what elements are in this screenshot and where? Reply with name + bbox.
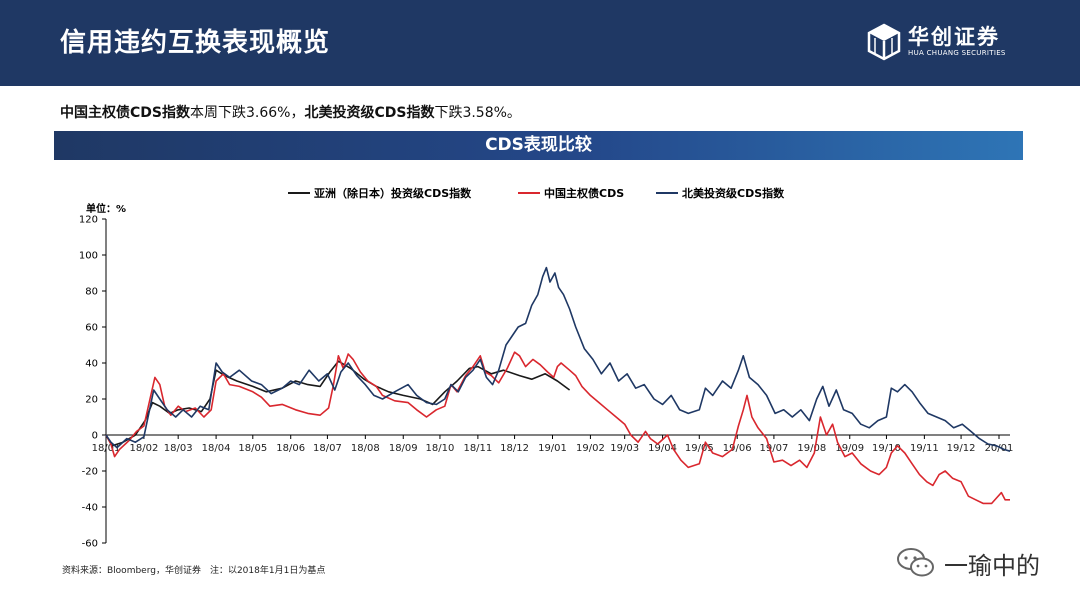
y-tick-label: 40: [85, 359, 98, 370]
x-tick-label: 19/08: [797, 443, 826, 454]
series-line-1: [105, 360, 571, 447]
series-line-3: [105, 266, 1011, 452]
wechat-icon: [897, 548, 934, 577]
legend-label-1: 亚洲（除日本）投资级CDS指数: [314, 186, 472, 200]
y-tick-label: 80: [85, 287, 98, 298]
watermark-text: 一瑜中的: [944, 552, 1040, 580]
x-tick-label: 18/07: [313, 443, 342, 454]
y-tick-label: 60: [85, 323, 98, 334]
y-tick-label: 120: [79, 215, 98, 226]
x-tick-label: 18/01: [92, 443, 121, 454]
brand-name-en: HUA CHUANG SECURITIES: [908, 49, 1006, 57]
x-tick-label: 18/12: [500, 443, 529, 454]
x-tick-label: 18/09: [389, 443, 418, 454]
x-tick-label: 19/05: [685, 443, 714, 454]
x-tick-label: 19/04: [648, 443, 677, 454]
x-tick-label: 19/02: [576, 443, 605, 454]
x-tick-label: 19/12: [947, 443, 976, 454]
x-tick-label: 18/10: [426, 443, 455, 454]
summary-line: 中国主权债CDS指数本周下跌3.66%，北美投资级CDS指数下跌3.58%。: [60, 102, 521, 122]
summary-na-text: 下跌3.58%。: [434, 105, 521, 121]
x-tick-label: 19/03: [610, 443, 639, 454]
y-tick-label: -60: [82, 539, 98, 550]
x-tick-label: 19/10: [872, 443, 901, 454]
x-tick-label: 19/11: [910, 443, 939, 454]
x-tick-label: 18/02: [130, 443, 159, 454]
x-tick-label: 18/04: [202, 443, 231, 454]
x-tick-label: 19/01: [538, 443, 567, 454]
x-tick-label: 18/08: [351, 443, 380, 454]
x-tick-label: 19/09: [835, 443, 864, 454]
y-tick-label: -20: [82, 467, 98, 478]
summary-na-label: 北美投资级CDS指数: [304, 105, 435, 121]
y-tick-label: 100: [79, 251, 98, 262]
chart-banner: CDS表现比较: [54, 131, 1023, 160]
series-line-2: [105, 351, 1010, 505]
legend-label-2: 中国主权债CDS: [544, 186, 624, 200]
header-bar: 信用违约互换表现概览 华创证券 HUA CHUANG SECURITIES: [0, 0, 1080, 86]
watermark: 一瑜中的: [896, 544, 1056, 584]
y-unit-label: 单位：%: [86, 202, 126, 215]
x-tick-label: 18/11: [463, 443, 492, 454]
page-title: 信用违约互换表现概览: [60, 28, 331, 58]
y-tick-label: -40: [82, 503, 98, 514]
x-tick-label: 18/05: [238, 443, 267, 454]
x-tick-label: 18/06: [276, 443, 305, 454]
x-tick-label: 20/01: [985, 443, 1014, 454]
summary-china-text: 本周下跌3.66%，: [189, 105, 305, 121]
x-tick-label: 19/07: [759, 443, 788, 454]
y-tick-label: 0: [92, 431, 98, 442]
x-tick-label: 19/06: [723, 443, 752, 454]
brand-logo: 华创证券 HUA CHUANG SECURITIES: [864, 20, 1034, 64]
brand-name-cn: 华创证券: [908, 25, 1000, 49]
y-tick-label: 20: [85, 395, 98, 406]
legend-label-3: 北美投资级CDS指数: [682, 186, 785, 200]
x-tick-label: 18/03: [164, 443, 193, 454]
logo-cube-icon: [867, 23, 901, 61]
source-note: 资料来源：Bloomberg，华创证券 注：以2018年1月1日为基点: [62, 566, 326, 576]
summary-china-label: 中国主权债CDS指数: [60, 105, 190, 121]
